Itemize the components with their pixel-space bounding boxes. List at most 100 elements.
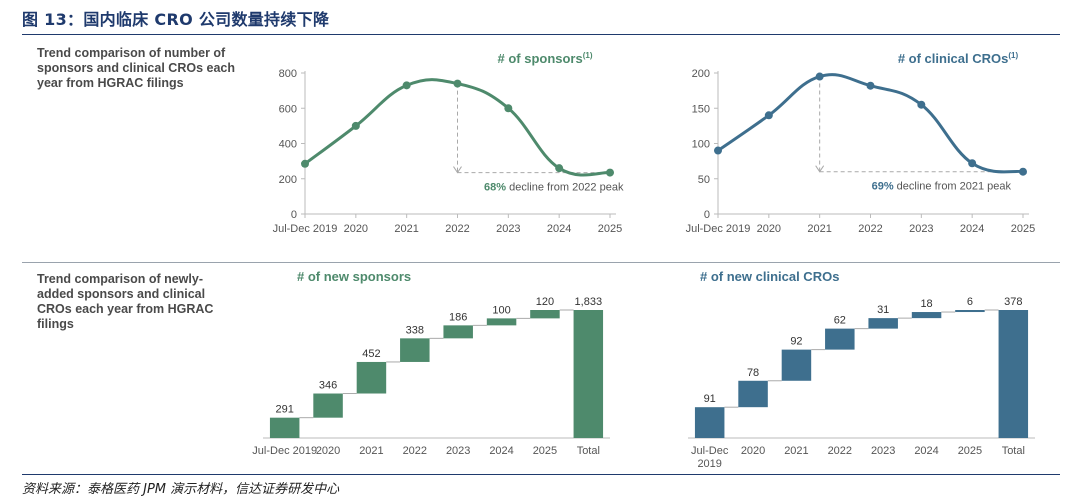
sponsors-data-point bbox=[555, 164, 564, 173]
new-clinical-cros-data-label: 18 bbox=[920, 298, 932, 310]
new-clinical-cros-title: # of new clinical CROs bbox=[700, 269, 839, 284]
clinical-cros-data-point bbox=[764, 111, 773, 120]
new-sponsors-x-tick-label: 2024 bbox=[489, 445, 513, 457]
sponsors-x-tick-label: 2021 bbox=[394, 223, 418, 235]
new-sponsors-data-label: 452 bbox=[362, 348, 380, 360]
new-sponsors-x-tick-label: Jul-Dec 2019 bbox=[252, 445, 317, 457]
figure-title: 图 13：国内临床 CRO 公司数量持续下降 bbox=[22, 10, 330, 29]
clinical-cros-data-point bbox=[866, 81, 875, 90]
sponsors-data-point bbox=[301, 159, 309, 168]
sponsors-y-tick-label: 0 bbox=[291, 209, 297, 221]
clinical-cros-x-tick-label: 2021 bbox=[807, 223, 831, 235]
new-sponsors-bar bbox=[269, 417, 300, 438]
new-clinical-cros-bar bbox=[738, 380, 768, 408]
new-clinical-cros-x-tick-label: 2021 bbox=[784, 445, 808, 457]
new-clinical-cros-data-label: 92 bbox=[790, 336, 802, 348]
source-note: 资料来源：泰格医药 JPM 演示材料，信达证券研发中心 bbox=[22, 482, 340, 497]
sponsors-y-tick-label: 600 bbox=[279, 103, 297, 115]
new-clinical-cros-bar bbox=[998, 310, 1029, 438]
new-sponsors-data-label: 100 bbox=[492, 304, 510, 316]
clinical-cros-x-tick-label: Jul-Dec 2019 bbox=[686, 223, 751, 235]
clinical-cros-x-tick-label: 2025 bbox=[1011, 223, 1035, 235]
sponsors-data-point bbox=[453, 79, 462, 88]
new-clinical-cros-bar bbox=[955, 310, 985, 313]
sponsors-annotation-arrow bbox=[453, 166, 462, 174]
new-sponsors-bar bbox=[530, 310, 560, 319]
sponsors-x-tick-label: Jul-Dec 2019 bbox=[273, 223, 338, 235]
new-clinical-cros-data-label: 31 bbox=[877, 304, 889, 316]
clinical-cros-annotation-arrow bbox=[815, 165, 825, 173]
new-sponsors-x-tick-label: Total bbox=[577, 445, 600, 457]
new-clinical-cros-bar bbox=[868, 318, 898, 329]
new-sponsors-bar bbox=[313, 393, 343, 418]
new-clinical-cros-x-tick-label: 2024 bbox=[914, 445, 938, 457]
clinical-cros-line-chart: # of clinical CROs(1) 0 50 100 150 200 Jul-Dec… bbox=[686, 51, 1036, 235]
new-clinical-cros-x-tick-label: 2025 bbox=[958, 445, 982, 457]
new-sponsors-x-tick-label: 2021 bbox=[359, 445, 383, 457]
sponsors-y-tick-label: 400 bbox=[279, 139, 297, 151]
new-clinical-cros-x-tick-label: 2020 bbox=[741, 445, 765, 457]
clinical-cros-data-point bbox=[815, 72, 824, 81]
clinical-cros-data-point bbox=[1019, 167, 1027, 176]
new-sponsors-data-label: 1,833 bbox=[575, 296, 603, 308]
section-divider bbox=[22, 262, 1060, 263]
sponsors-x-tick-label: 2023 bbox=[496, 223, 520, 235]
new-clinical-cros-bar bbox=[825, 328, 855, 350]
new-sponsors-data-label: 338 bbox=[406, 324, 424, 336]
clinical-cros-data-point bbox=[917, 100, 926, 109]
sponsors-x-tick-label: 2025 bbox=[598, 223, 622, 235]
sponsors-data-point bbox=[504, 104, 513, 113]
new-sponsors-data-label: 186 bbox=[449, 311, 467, 323]
new-clinical-cros-data-label: 78 bbox=[747, 367, 759, 379]
new-clinical-cros-data-label: 62 bbox=[834, 315, 846, 327]
new-sponsors-data-label: 291 bbox=[276, 404, 294, 416]
new-sponsors-bar bbox=[486, 318, 517, 326]
clinical-cros-annotation-text: 69% decline from 2021 peak bbox=[872, 181, 1012, 193]
clinical-cros-y-tick-label: 100 bbox=[692, 139, 710, 151]
sponsors-data-point bbox=[606, 168, 614, 177]
sponsors-annotation-text: 68% decline from 2022 peak bbox=[484, 182, 624, 194]
new-sponsors-bar bbox=[573, 310, 604, 438]
new-sponsors-data-label: 120 bbox=[536, 296, 554, 308]
new-clinical-cros-x-tick-label: Jul-Dec 2019 bbox=[691, 445, 729, 470]
sponsors-line-chart: # of sponsors(1) 0 200 400 600 800 Jul-Dec 201… bbox=[273, 51, 624, 235]
new-sponsors-x-tick-label: 2022 bbox=[403, 445, 427, 457]
clinical-cros-x-tick-label: 2023 bbox=[909, 223, 933, 235]
top-rule bbox=[22, 34, 1060, 35]
new-sponsors-x-tick-label: 2023 bbox=[446, 445, 470, 457]
clinical-cros-title: # of clinical CROs(1) bbox=[898, 51, 1019, 66]
sponsors-y-tick-label: 200 bbox=[279, 174, 297, 186]
clinical-cros-x-tick-label: 2024 bbox=[960, 223, 984, 235]
section-bottom-description: Trend comparison of newly-added sponsors… bbox=[37, 272, 214, 331]
clinical-cros-y-tick-label: 50 bbox=[698, 174, 710, 186]
sponsors-title: # of sponsors(1) bbox=[497, 51, 592, 66]
new-sponsors-bar bbox=[443, 325, 473, 339]
clinical-cros-data-point bbox=[714, 146, 722, 155]
new-clinical-cros-bar bbox=[781, 349, 812, 381]
new-clinical-cros-x-tick-label: 2023 bbox=[871, 445, 895, 457]
new-sponsors-data-label: 346 bbox=[319, 380, 337, 392]
sponsors-data-point bbox=[402, 81, 411, 90]
new-clinical-cros-data-label: 91 bbox=[704, 393, 716, 405]
new-sponsors-waterfall-chart: # of new sponsors 291 Jul-Dec 2019 346 2020 4… bbox=[252, 269, 610, 457]
new-clinical-cros-x-tick-label: Total bbox=[1002, 445, 1025, 457]
new-sponsors-bar bbox=[356, 361, 387, 394]
new-clinical-cros-data-label: 378 bbox=[1004, 296, 1022, 308]
new-sponsors-bar bbox=[400, 338, 430, 362]
new-sponsors-x-tick-label: 2025 bbox=[533, 445, 557, 457]
new-clinical-cros-bar bbox=[911, 312, 942, 319]
section-top-description: Trend comparison of number of sponsors a… bbox=[37, 46, 235, 90]
clinical-cros-y-tick-label: 0 bbox=[704, 209, 710, 221]
sponsors-x-tick-label: 2024 bbox=[547, 223, 571, 235]
new-sponsors-title: # of new sponsors bbox=[297, 269, 411, 284]
clinical-cros-y-tick-label: 150 bbox=[692, 103, 710, 115]
new-clinical-cros-x-tick-label: 2022 bbox=[828, 445, 852, 457]
new-sponsors-x-tick-label: 2020 bbox=[316, 445, 340, 457]
bottom-rule bbox=[22, 474, 1060, 475]
sponsors-y-tick-label: 800 bbox=[279, 68, 297, 80]
sponsors-x-tick-label: 2022 bbox=[445, 223, 469, 235]
sponsors-data-point bbox=[351, 121, 360, 130]
clinical-cros-y-tick-label: 200 bbox=[692, 68, 710, 80]
clinical-cros-x-tick-label: 2022 bbox=[858, 223, 882, 235]
clinical-cros-data-point bbox=[968, 159, 977, 168]
